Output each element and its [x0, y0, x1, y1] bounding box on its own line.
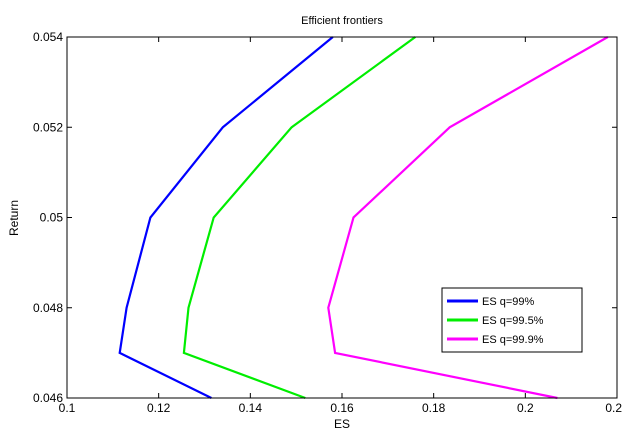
legend-label-1: ES q=99%: [482, 296, 535, 308]
y-tick-label: 0.05: [40, 211, 64, 225]
series-line-3: [327, 36, 609, 400]
x-tick-label: 0.18: [422, 401, 446, 415]
y-tick-label: 0.048: [33, 301, 63, 315]
x-tick-label: 0.12: [147, 401, 171, 415]
x-axis-label: ES: [334, 417, 350, 430]
y-tick-label: 0.046: [33, 391, 63, 405]
legend: ES q=99% ES q=99.5% ES q=99.9%: [441, 287, 583, 353]
x-tick-label: 0.2: [517, 401, 534, 415]
series-line-1: [118, 36, 334, 399]
y-tick-label: 0.054: [33, 30, 63, 44]
series-layer: [118, 36, 609, 400]
x-tick-label: 0.16: [330, 401, 354, 415]
y-tick-label: 0.052: [33, 120, 63, 134]
x-tick-label: 0.1: [59, 401, 76, 415]
ticks-layer: 0.1 0.12 0.14 0.16 0.18 0.2 0.22 0.046 0.048 0.05…: [33, 30, 622, 415]
legend-label-3: ES q=99.9%: [482, 334, 544, 346]
series-line-2: [182, 36, 416, 400]
chart-title: Efficient frontiers: [301, 15, 383, 27]
y-axis-label: Return: [7, 200, 21, 236]
x-tick-label: 0.22: [605, 401, 622, 415]
x-tick-label: 0.14: [239, 401, 263, 415]
legend-label-2: ES q=99.5%: [482, 315, 544, 327]
